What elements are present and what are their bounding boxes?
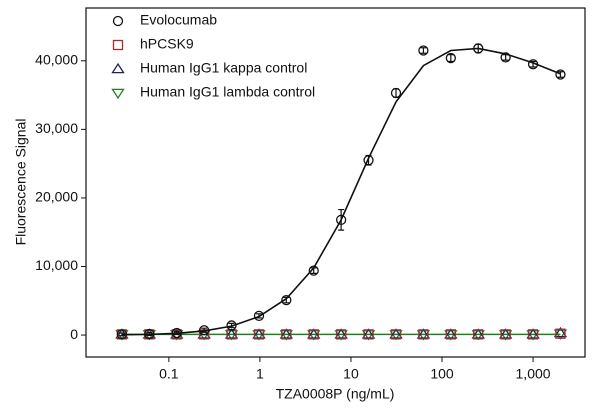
marker	[389, 328, 403, 339]
marker	[171, 327, 182, 339]
x-tick-label: 1,000	[516, 366, 551, 382]
plot-frame	[85, 7, 586, 358]
y-axis-label: Fluorescence Signal	[13, 119, 29, 246]
error-bar	[557, 71, 564, 78]
marker	[555, 328, 566, 339]
marker	[307, 328, 321, 339]
marker	[526, 328, 540, 339]
legend-label: Evolocumab	[140, 12, 217, 28]
legend-label: hPCSK9	[140, 36, 194, 52]
marker	[116, 329, 128, 340]
marker	[252, 328, 266, 339]
marker	[445, 329, 456, 340]
marker	[553, 329, 568, 340]
y-tick-label: 0	[70, 326, 78, 342]
marker	[279, 330, 294, 341]
marker	[390, 87, 402, 99]
marker	[471, 328, 485, 339]
marker	[224, 330, 239, 341]
error-bar	[530, 60, 537, 68]
marker	[498, 328, 513, 339]
error-bar	[118, 332, 125, 337]
marker	[253, 310, 265, 322]
marker	[444, 330, 458, 341]
y-tick-label: 30,000	[35, 120, 78, 136]
marker	[281, 294, 292, 306]
marker	[308, 265, 319, 276]
marker	[473, 329, 484, 340]
error-bar	[393, 88, 400, 98]
marker	[308, 329, 319, 340]
marker	[198, 325, 210, 336]
error-bar	[201, 327, 208, 333]
legend-marker	[111, 88, 125, 100]
marker	[226, 320, 237, 331]
marker	[527, 329, 539, 340]
marker	[253, 329, 265, 340]
marker	[471, 330, 485, 341]
marker	[389, 330, 403, 341]
marker	[170, 330, 184, 341]
error-bar	[420, 47, 427, 54]
x-tick-label: 10	[343, 366, 359, 382]
y-tick-label: 40,000	[35, 51, 78, 67]
marker	[500, 329, 511, 340]
marker	[418, 45, 429, 56]
marker	[335, 214, 347, 226]
marker	[361, 330, 376, 341]
legend-label: Human IgG1 kappa control	[140, 60, 307, 76]
error-bar	[502, 54, 509, 61]
x-tick-label: 1	[256, 366, 264, 382]
error-bar	[146, 332, 153, 337]
marker	[279, 328, 294, 339]
y-tick-label: 20,000	[35, 189, 78, 205]
error-bar	[338, 208, 345, 231]
marker	[281, 329, 292, 340]
marker	[390, 329, 402, 340]
error-bar	[447, 54, 454, 63]
x-tick-label: 0.1	[159, 366, 179, 382]
marker	[363, 329, 374, 340]
error-bar	[173, 331, 180, 335]
marker	[500, 52, 511, 63]
marker	[144, 328, 155, 340]
marker	[307, 330, 321, 341]
marker	[416, 328, 431, 339]
marker	[498, 330, 513, 341]
error-bar	[283, 296, 290, 304]
marker	[418, 329, 429, 340]
x-axis-label: TZA0008P (ng/mL)	[276, 386, 395, 402]
error-bar	[228, 322, 235, 329]
legend-marker	[111, 62, 125, 74]
marker	[473, 43, 484, 54]
marker	[335, 329, 347, 340]
legend-marker	[112, 39, 124, 51]
marker	[555, 69, 566, 80]
marker	[416, 330, 431, 341]
marker	[363, 155, 374, 166]
error-bar	[310, 267, 317, 274]
error-bar	[255, 313, 262, 319]
marker	[527, 59, 539, 70]
legend-marker	[112, 15, 124, 27]
marker	[361, 328, 376, 339]
marker	[334, 330, 348, 341]
marker	[224, 328, 239, 339]
marker	[445, 52, 456, 64]
marker	[252, 330, 266, 341]
x-tick-label: 100	[430, 366, 454, 382]
marker	[334, 328, 348, 339]
marker	[115, 328, 129, 339]
marker	[553, 326, 568, 338]
marker	[444, 328, 458, 339]
marker	[526, 330, 540, 341]
y-tick-label: 10,000	[35, 257, 78, 273]
legend-label: Human IgG1 lambda control	[140, 84, 315, 100]
